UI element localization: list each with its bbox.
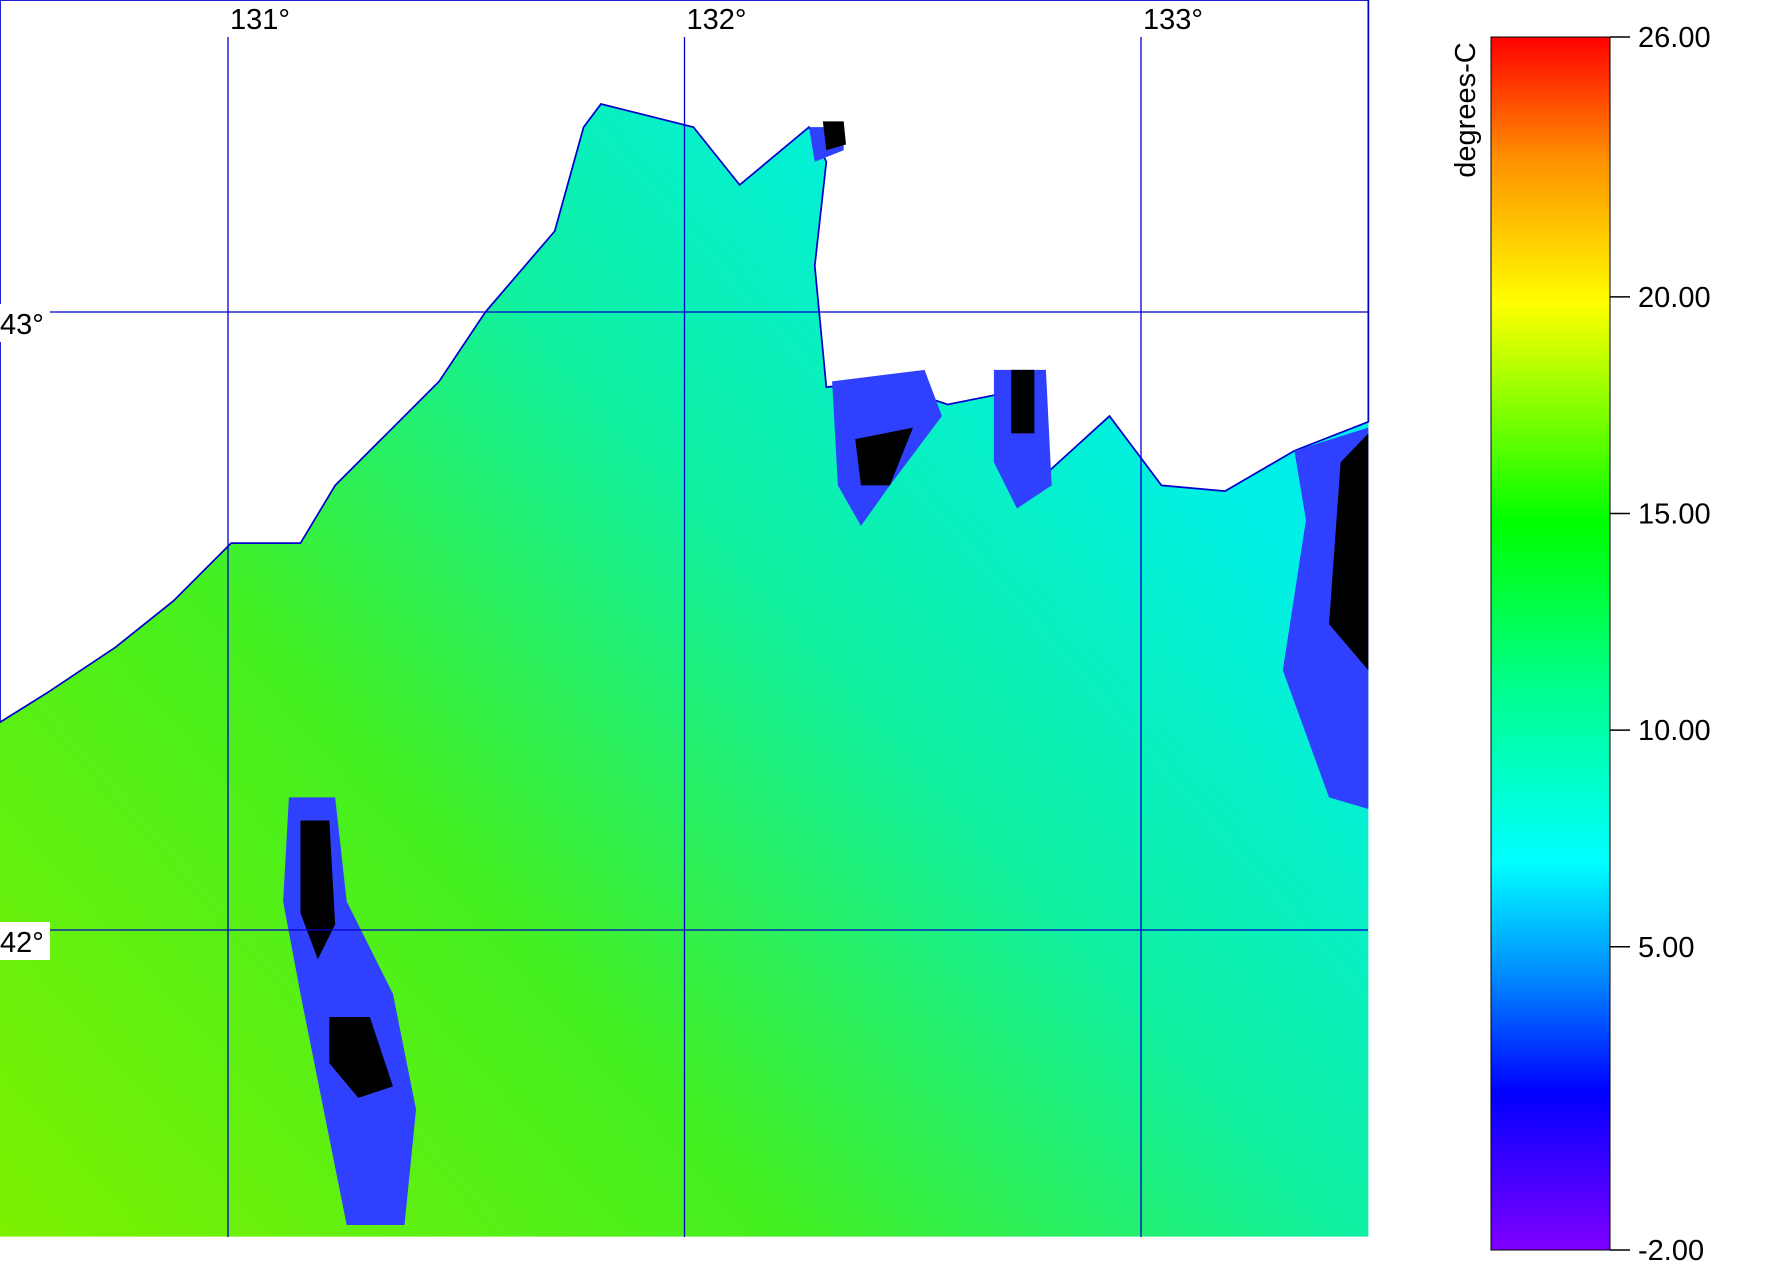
colorbar-label: degrees-C <box>1450 42 1482 177</box>
lat-label: 42° <box>0 927 44 959</box>
lon-label: 132° <box>687 4 747 36</box>
cold-core <box>300 820 393 1098</box>
colorbar-tick-label: 15.00 <box>1638 499 1711 531</box>
colorbar-tick-label: 10.00 <box>1638 715 1711 747</box>
cold-core <box>1329 433 1369 671</box>
colorbar-tick-label: 26.00 <box>1638 22 1711 54</box>
colorbar <box>1490 36 1611 1251</box>
lon-label: 133° <box>1143 4 1203 36</box>
lat-label-bg <box>0 304 50 342</box>
lat-label-bg <box>0 922 50 960</box>
colorbar-ticks: 26.00 20.00 15.00 10.00 5.00 -2.00 <box>1610 22 1711 1267</box>
lat-label: 43° <box>0 309 44 341</box>
graticule: 131° 132° 133° 43° 42° <box>0 4 1368 1237</box>
cold-patch <box>808 127 1052 526</box>
colorbar-tick-label: 5.00 <box>1638 932 1694 964</box>
colorbar-tick-label: -2.00 <box>1638 1235 1704 1267</box>
colorbar-tick-label: 20.00 <box>1638 282 1711 314</box>
lon-label: 131° <box>230 4 290 36</box>
